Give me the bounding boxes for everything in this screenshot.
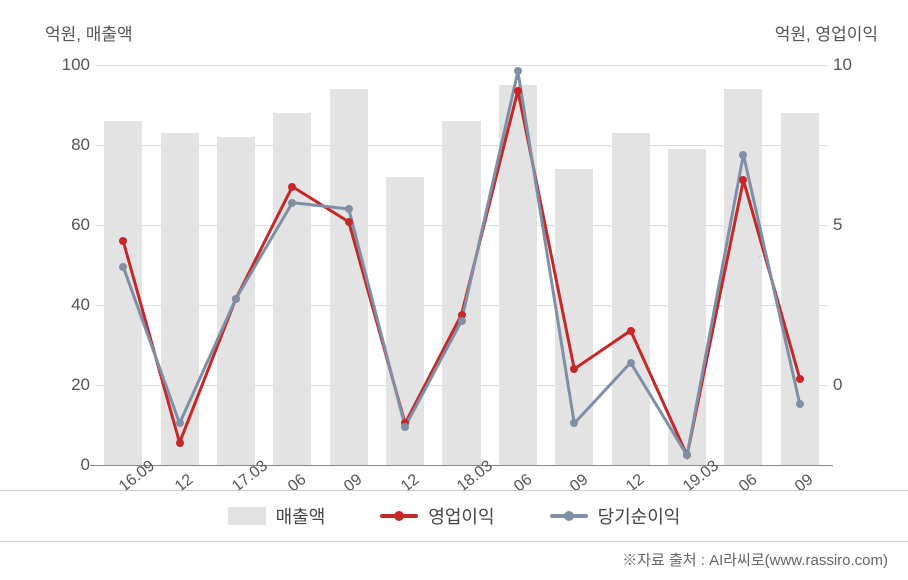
legend-item-bar: 매출액	[228, 503, 326, 529]
series-marker	[345, 205, 353, 213]
series-marker	[739, 176, 747, 184]
y-left-tick: 40	[50, 295, 90, 315]
series-marker	[683, 451, 691, 459]
baseline	[90, 465, 833, 466]
series-marker	[232, 295, 240, 303]
series-line	[123, 71, 800, 455]
line-layer	[95, 65, 828, 465]
legend-label-line2: 당기순이익	[598, 503, 681, 529]
series-marker	[627, 359, 635, 367]
series-marker	[288, 199, 296, 207]
source-attribution: ※자료 출처 : AI라씨로(www.rassiro.com)	[622, 549, 888, 570]
y-right-tick: 10	[833, 55, 873, 75]
series-marker	[458, 317, 466, 325]
legend-swatch-line2	[550, 514, 588, 518]
series-marker	[570, 419, 578, 427]
series-marker	[119, 263, 127, 271]
series-marker	[796, 375, 804, 383]
series-marker	[401, 423, 409, 431]
legend-swatch-line1	[380, 514, 418, 518]
series-marker	[176, 419, 184, 427]
series-marker	[514, 67, 522, 75]
series-marker	[570, 365, 578, 373]
left-axis-title: 억원, 매출액	[45, 20, 133, 45]
legend: 매출액 영업이익 당기순이익	[0, 490, 908, 542]
legend-item-line1: 영업이익	[380, 503, 494, 529]
series-marker	[514, 87, 522, 95]
chart-plot-area: 020406080100051016.091217.0306091218.030…	[95, 65, 828, 465]
y-left-tick: 20	[50, 375, 90, 395]
y-left-tick: 60	[50, 215, 90, 235]
series-marker	[796, 400, 804, 408]
legend-label-line1: 영업이익	[428, 503, 494, 529]
y-left-tick: 100	[50, 55, 90, 75]
legend-label-bar: 매출액	[276, 503, 326, 529]
series-marker	[119, 237, 127, 245]
series-marker	[739, 151, 747, 159]
right-axis-title: 억원, 영업이익	[775, 20, 878, 45]
legend-swatch-bar	[228, 507, 266, 525]
series-marker	[176, 439, 184, 447]
y-left-tick: 80	[50, 135, 90, 155]
y-left-tick: 0	[50, 455, 90, 475]
series-marker	[627, 327, 635, 335]
legend-item-line2: 당기순이익	[550, 503, 681, 529]
y-right-tick: 5	[833, 215, 873, 235]
series-marker	[288, 183, 296, 191]
y-right-tick: 0	[833, 375, 873, 395]
series-marker	[345, 218, 353, 226]
